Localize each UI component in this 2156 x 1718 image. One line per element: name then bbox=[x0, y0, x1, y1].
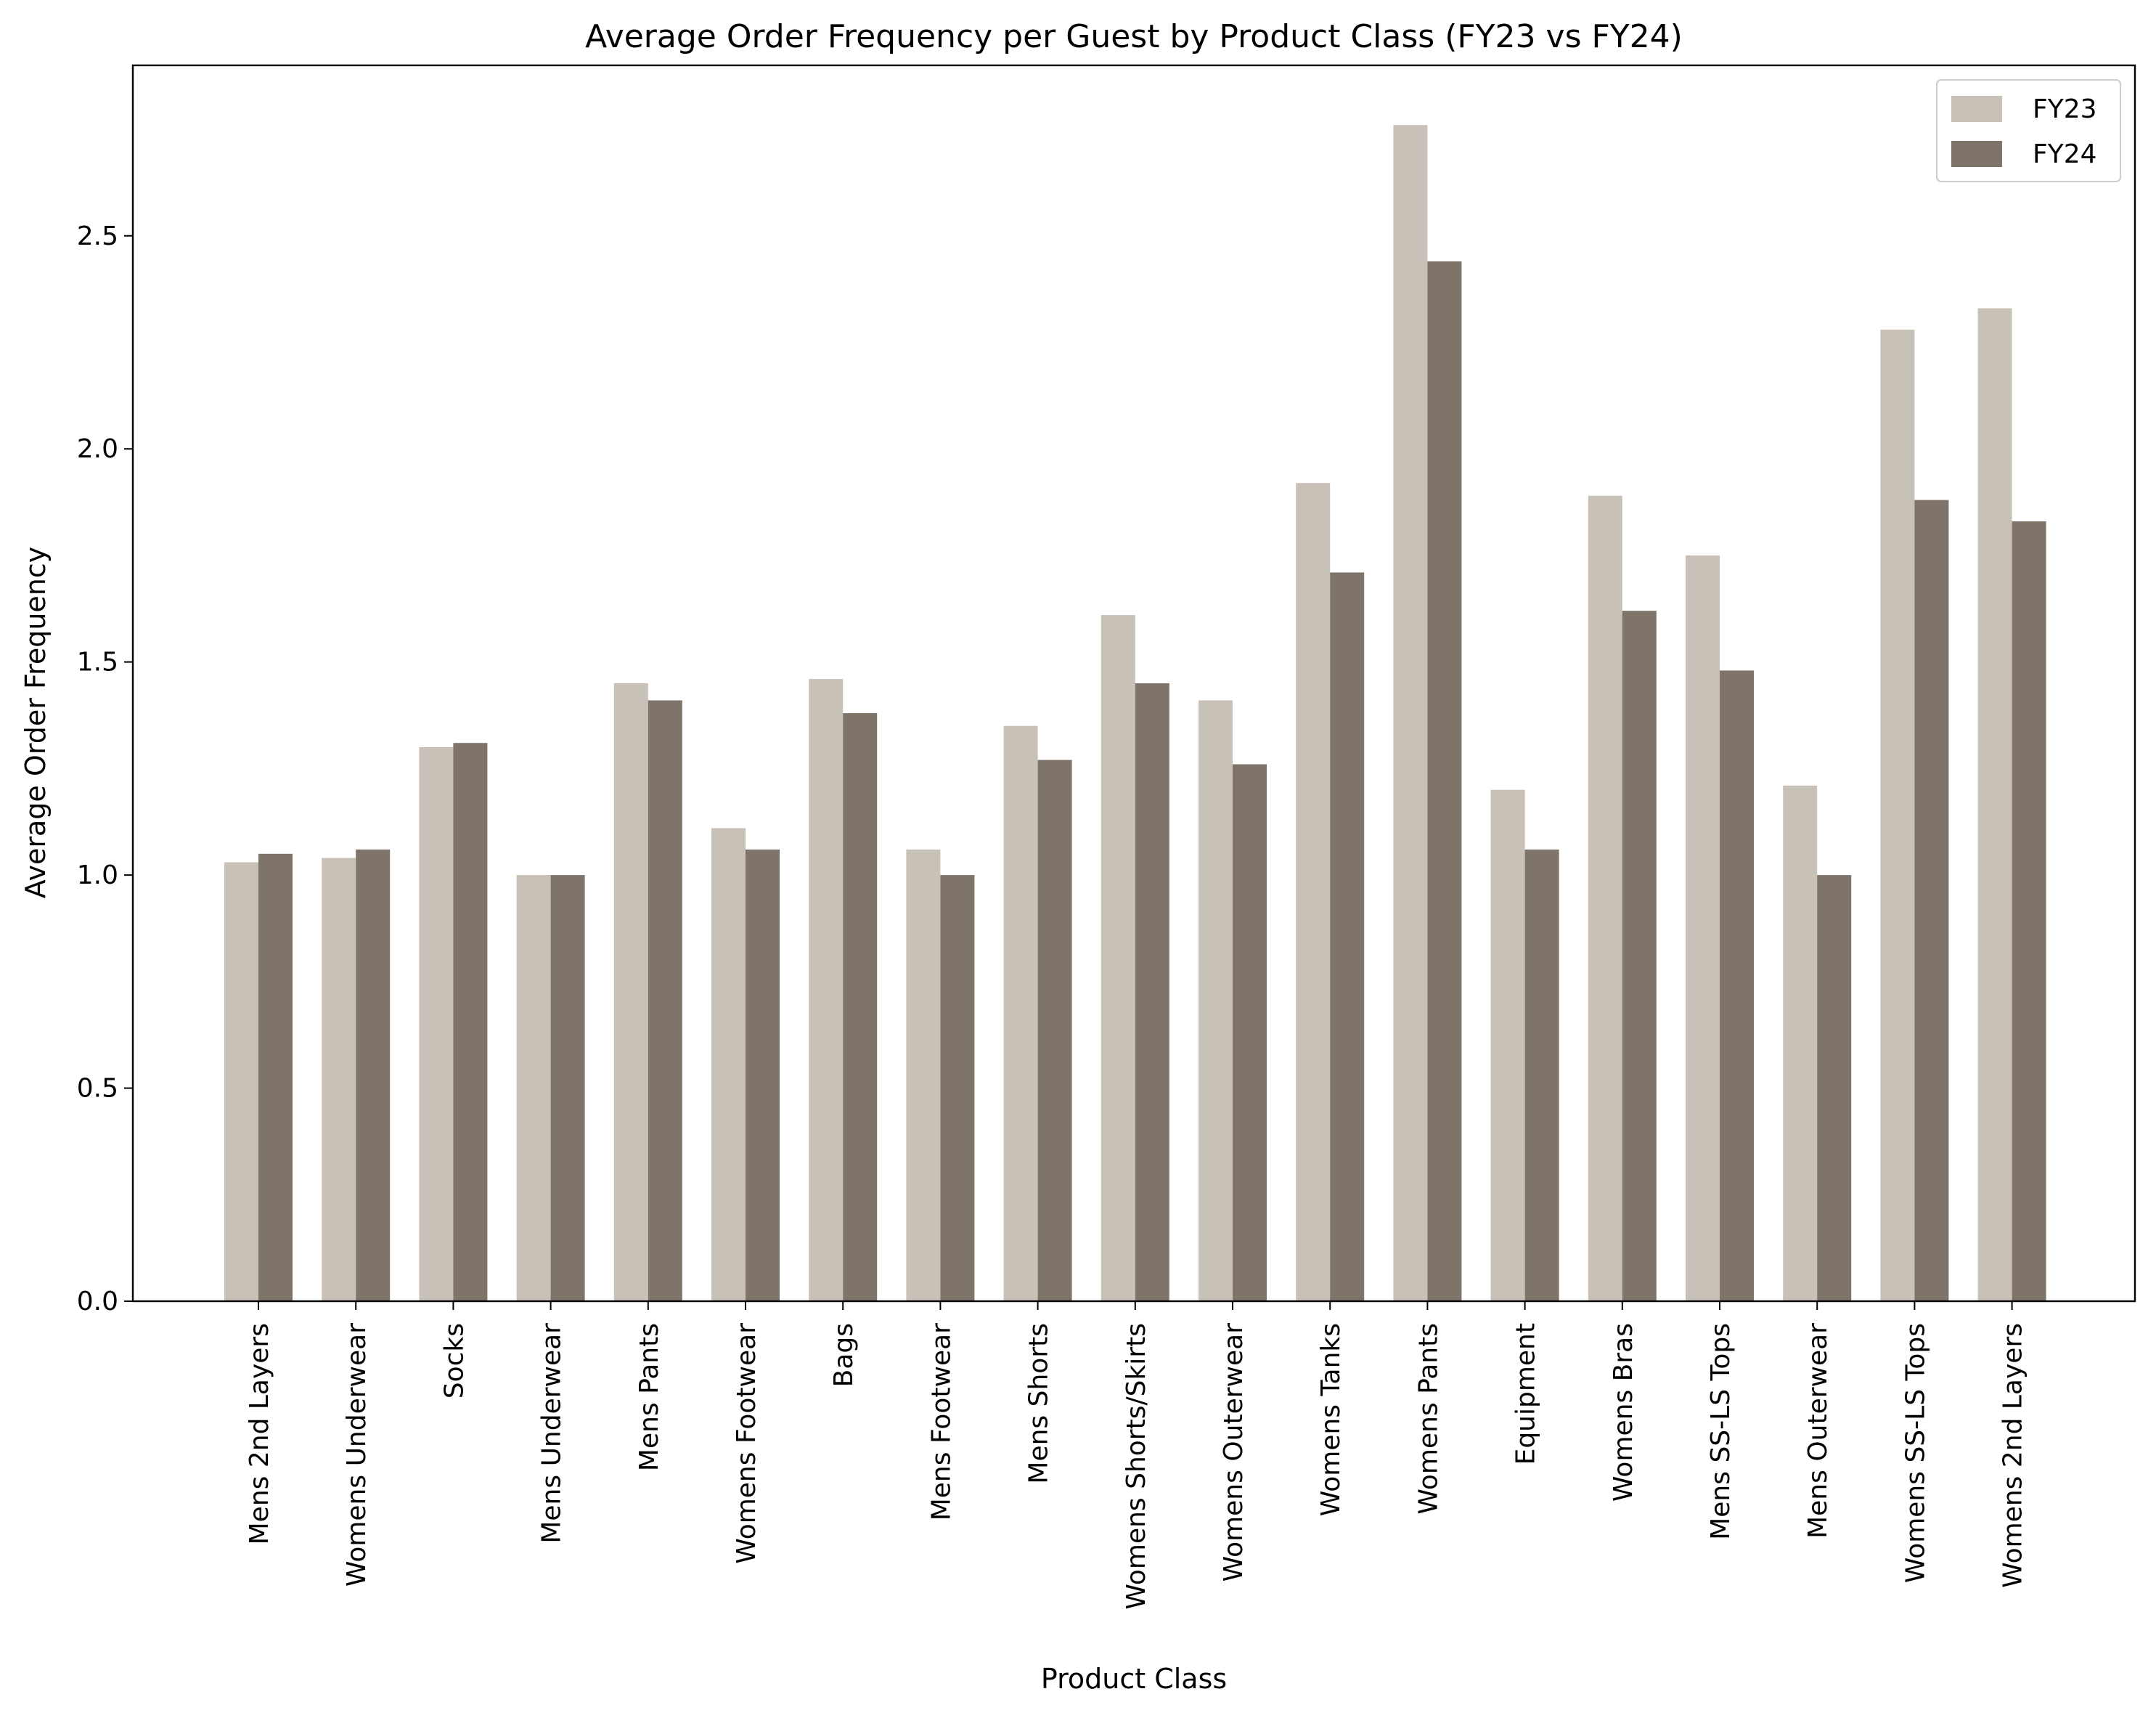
bars-layer bbox=[224, 125, 2046, 1302]
bar-fy23-14 bbox=[1588, 495, 1622, 1301]
legend-label-fy23: FY23 bbox=[2033, 94, 2097, 124]
x-tick-label: Mens Footwear bbox=[926, 1323, 956, 1520]
x-tick-label: Bags bbox=[829, 1323, 859, 1387]
bar-fy24-8 bbox=[1037, 760, 1072, 1301]
y-tick-label: 2.0 bbox=[77, 434, 118, 464]
y-axis: 0.0 0.5 1.0 1.5 2.0 2.5 bbox=[77, 221, 133, 1316]
bar-fy24-7 bbox=[940, 875, 975, 1301]
bar-fy23-12 bbox=[1393, 125, 1428, 1302]
bar-fy24-12 bbox=[1427, 261, 1462, 1301]
bar-fy24-17 bbox=[1914, 500, 1949, 1301]
y-tick-label: 0.0 bbox=[77, 1287, 118, 1316]
bar-fy23-10 bbox=[1199, 700, 1233, 1301]
x-tick-label: Womens Bras bbox=[1609, 1323, 1638, 1502]
x-tick-label: Mens Outerwear bbox=[1803, 1323, 1833, 1539]
bar-fy24-9 bbox=[1135, 683, 1169, 1301]
x-tick-label: Mens Pants bbox=[634, 1323, 664, 1471]
bar-fy24-16 bbox=[1817, 875, 1852, 1301]
y-tick-label: 2.5 bbox=[77, 221, 118, 251]
bar-fy24-3 bbox=[550, 875, 585, 1301]
y-tick-label: 1.0 bbox=[77, 860, 118, 890]
bar-fy24-10 bbox=[1233, 764, 1267, 1301]
bar-fy23-11 bbox=[1296, 483, 1331, 1302]
x-tick-label: Womens Outerwear bbox=[1219, 1323, 1249, 1582]
bar-fy23-13 bbox=[1490, 789, 1525, 1301]
y-axis-title: Average Order Frequency bbox=[20, 547, 52, 899]
bar-fy23-18 bbox=[1977, 308, 2012, 1301]
bar-fy24-13 bbox=[1524, 849, 1559, 1301]
bar-fy24-2 bbox=[453, 743, 488, 1301]
bar-fy23-2 bbox=[419, 747, 454, 1301]
bar-fy23-16 bbox=[1783, 785, 1818, 1301]
plot-frame bbox=[131, 64, 2136, 1303]
x-axis: Mens 2nd Layers Womens Underwear Socks Mens… bbox=[245, 1301, 2028, 1610]
legend: FY23 FY24 bbox=[1936, 79, 2121, 182]
bar-fy24-0 bbox=[258, 853, 293, 1301]
bar-fy23-3 bbox=[516, 875, 551, 1301]
x-tick-label: Womens SS-LS Tops bbox=[1900, 1323, 1930, 1583]
bar-fy23-9 bbox=[1101, 615, 1135, 1301]
bar-fy24-15 bbox=[1720, 670, 1754, 1301]
x-tick-label: Socks bbox=[439, 1323, 469, 1399]
x-tick-label: Mens Shorts bbox=[1024, 1323, 1054, 1484]
x-axis-title: Product Class bbox=[1041, 1663, 1227, 1695]
bar-fy23-4 bbox=[613, 683, 648, 1301]
bar-fy23-7 bbox=[906, 849, 941, 1301]
bar-fy23-0 bbox=[224, 862, 258, 1301]
x-tick-label: Mens Underwear bbox=[537, 1323, 567, 1544]
bar-fy24-1 bbox=[356, 849, 391, 1301]
legend-swatch-fy23 bbox=[1951, 96, 2002, 122]
bar-fy24-5 bbox=[746, 849, 780, 1301]
bar-fy23-8 bbox=[1003, 725, 1038, 1301]
bar-fy23-6 bbox=[809, 679, 844, 1301]
x-tick-label: Womens Shorts/Skirts bbox=[1122, 1323, 1151, 1610]
legend-swatch-fy24 bbox=[1951, 141, 2002, 167]
bar-fy24-14 bbox=[1622, 611, 1657, 1301]
x-tick-label: Womens Pants bbox=[1413, 1323, 1443, 1515]
x-tick-label: Womens Footwear bbox=[732, 1323, 761, 1564]
x-tick-label: Mens 2nd Layers bbox=[245, 1323, 274, 1544]
y-tick-label: 0.5 bbox=[77, 1074, 118, 1104]
bar-fy23-1 bbox=[322, 858, 356, 1301]
x-tick-label: Womens 2nd Layers bbox=[1998, 1323, 2028, 1588]
x-tick-label: Womens Underwear bbox=[342, 1323, 372, 1587]
x-tick-label: Mens SS-LS Tops bbox=[1706, 1323, 1736, 1540]
bar-fy23-5 bbox=[711, 828, 746, 1301]
bar-fy24-4 bbox=[648, 700, 682, 1301]
y-tick-label: 1.5 bbox=[77, 648, 118, 677]
x-tick-label: Womens Tanks bbox=[1316, 1323, 1346, 1516]
bar-fy24-6 bbox=[843, 713, 878, 1301]
bar-fy24-11 bbox=[1330, 572, 1365, 1301]
legend-label-fy24: FY24 bbox=[2033, 139, 2097, 169]
x-tick-label: Equipment bbox=[1511, 1323, 1541, 1465]
bar-fy23-17 bbox=[1880, 329, 1915, 1301]
bar-fy23-15 bbox=[1686, 555, 1720, 1301]
chart-title: Average Order Frequency per Guest by Pro… bbox=[585, 18, 1683, 55]
bar-fy24-18 bbox=[2012, 521, 2046, 1301]
